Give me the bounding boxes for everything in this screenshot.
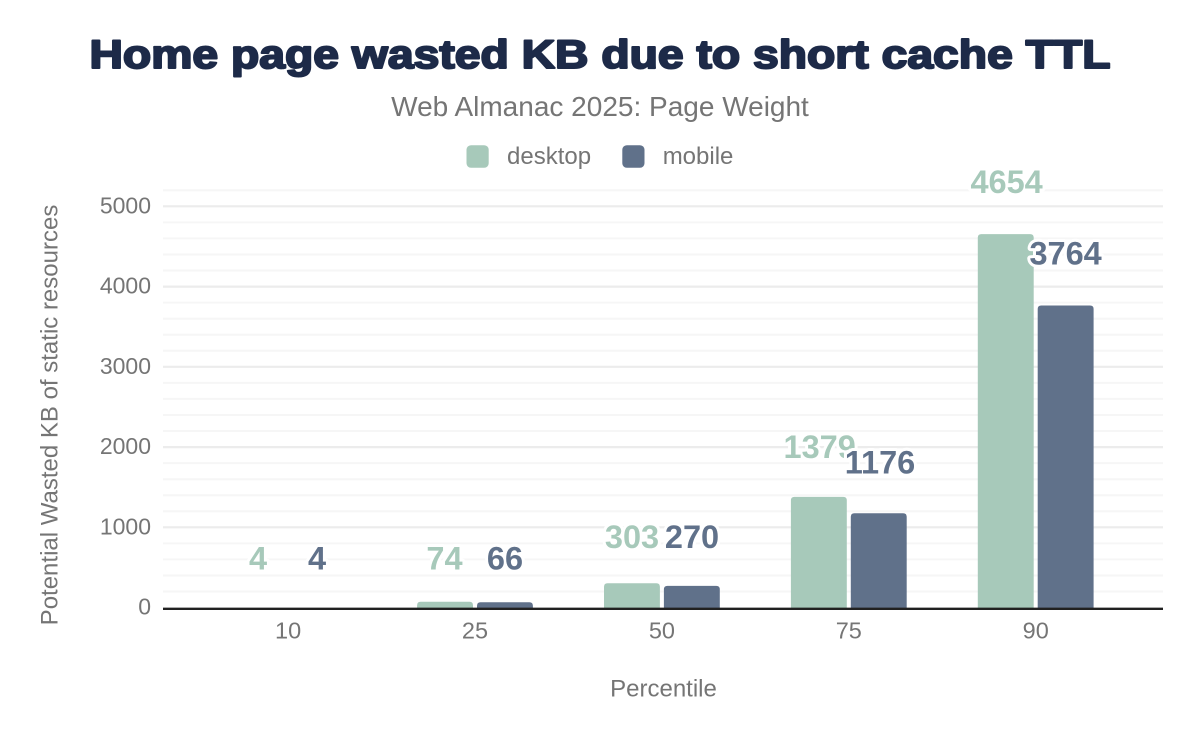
- svg-text:0: 0: [138, 594, 151, 620]
- svg-text:desktop: desktop: [507, 143, 591, 170]
- svg-text:mobile: mobile: [663, 143, 734, 170]
- svg-text:2000: 2000: [100, 433, 151, 459]
- svg-text:Potential Wasted KB of static: Potential Wasted KB of static resources: [37, 205, 64, 626]
- svg-text:3000: 3000: [100, 353, 151, 379]
- svg-text:5000: 5000: [100, 192, 151, 218]
- svg-text:Percentile: Percentile: [610, 676, 717, 703]
- svg-text:Home page wasted KB due to sho: Home page wasted KB due to short cache T…: [90, 33, 1111, 77]
- svg-text:75: 75: [836, 618, 862, 644]
- svg-text:303: 303: [605, 519, 659, 555]
- svg-text:50: 50: [649, 618, 675, 644]
- svg-text:1176: 1176: [845, 445, 916, 481]
- svg-text:1000: 1000: [100, 513, 151, 539]
- svg-text:4: 4: [249, 541, 267, 577]
- svg-text:90: 90: [1023, 618, 1049, 644]
- svg-text:270: 270: [665, 519, 719, 555]
- svg-text:10: 10: [275, 618, 301, 644]
- svg-text:Web Almanac 2025: Page Weight: Web Almanac 2025: Page Weight: [391, 91, 809, 122]
- svg-text:25: 25: [462, 618, 488, 644]
- svg-text:66: 66: [487, 541, 523, 577]
- svg-text:74: 74: [426, 541, 462, 577]
- svg-text:4: 4: [308, 541, 326, 577]
- svg-text:4000: 4000: [100, 273, 151, 299]
- svg-text:4654: 4654: [970, 164, 1042, 200]
- svg-text:1379: 1379: [784, 429, 856, 465]
- svg-text:3764: 3764: [1029, 236, 1101, 272]
